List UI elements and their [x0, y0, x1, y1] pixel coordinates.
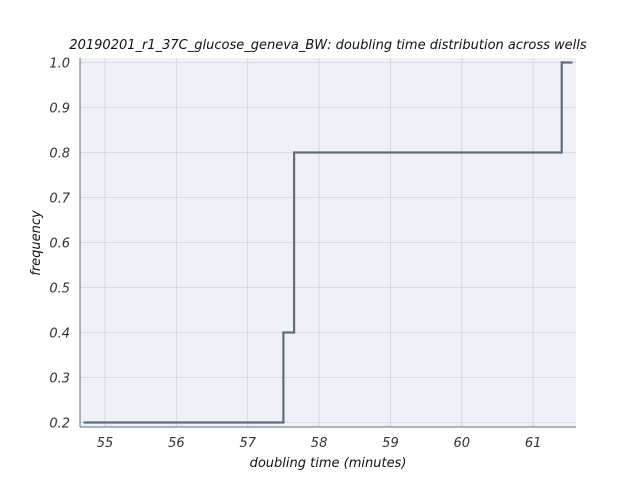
x-tick-label: 57 [239, 436, 256, 451]
x-axis-title: doubling time (minutes) [250, 456, 407, 471]
y-tick-label: 0.3 [49, 372, 70, 387]
chart-title: 20190201_r1_37C_glucose_geneva_BW: doubl… [69, 38, 587, 53]
y-tick-label: 0.6 [49, 237, 70, 252]
y-tick-label: 0.8 [49, 147, 70, 162]
x-tick-labels: 55 56 57 58 59 60 61 [97, 436, 542, 451]
x-tick-label: 56 [168, 436, 185, 451]
series-step-line [83, 61, 573, 424]
y-tick-label: 0.4 [49, 327, 70, 342]
y-tick-label: 0.7 [49, 192, 70, 207]
series [83, 61, 573, 424]
y-tick-label: 0.2 [49, 417, 70, 432]
y-axis-title: frequency [29, 210, 44, 276]
y-tick-labels: 0.2 0.3 0.4 0.5 0.6 0.7 0.8 0.9 1.0 [49, 57, 70, 432]
x-tick-label: 59 [382, 436, 399, 451]
x-tick-label: 60 [454, 436, 471, 451]
x-tick-label: 61 [525, 436, 542, 451]
y-tick-label: 0.9 [49, 102, 70, 117]
axes [79, 58, 576, 428]
y-tick-label: 0.5 [49, 282, 70, 297]
x-tick-label: 58 [311, 436, 328, 451]
y-tick-label: 1.0 [49, 57, 70, 72]
x-tick-label: 55 [97, 436, 114, 451]
